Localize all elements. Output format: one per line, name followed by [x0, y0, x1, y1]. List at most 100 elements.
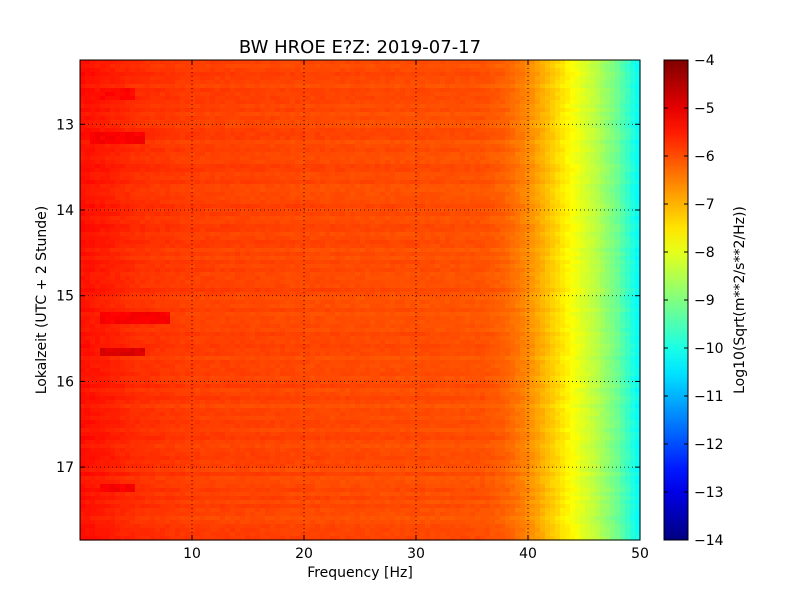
heatmap-cell [400, 168, 406, 173]
heatmap-cell [265, 148, 271, 153]
heatmap-cell [595, 116, 601, 121]
heatmap-cell [335, 72, 341, 77]
heatmap-cell [230, 108, 236, 113]
heatmap-cell [530, 216, 536, 221]
heatmap-cell [435, 184, 441, 189]
heatmap-cell [120, 160, 126, 165]
heatmap-cell [410, 60, 416, 65]
heatmap-cell [380, 204, 386, 209]
heatmap-cell [95, 220, 101, 225]
heatmap-cell [515, 104, 521, 109]
heatmap-cell [465, 152, 471, 157]
heatmap-cell [325, 200, 331, 205]
heatmap-cell [110, 132, 116, 137]
heatmap-cell [590, 88, 596, 93]
heatmap-cell [290, 144, 296, 149]
heatmap-cell [105, 60, 111, 65]
heatmap-cell [515, 72, 521, 77]
heatmap-cell [420, 160, 426, 165]
heatmap-cell [520, 64, 526, 69]
heatmap-cell [320, 80, 326, 85]
heatmap-cell [210, 192, 216, 197]
heatmap-cell [545, 216, 551, 221]
heatmap-cell [570, 160, 576, 165]
heatmap-cell [210, 220, 216, 225]
heatmap-cell [170, 164, 176, 169]
heatmap-cell [380, 140, 386, 145]
heatmap-cell [145, 112, 151, 117]
heatmap-cell [200, 112, 206, 117]
heatmap-cell [140, 232, 146, 237]
heatmap-cell [605, 144, 611, 149]
heatmap-cell [320, 164, 326, 169]
heatmap-cell [95, 200, 101, 205]
heatmap-cell [290, 148, 296, 153]
heatmap-cell [335, 80, 341, 85]
heatmap-cell [95, 160, 101, 165]
heatmap-cell [375, 212, 381, 217]
heatmap-cell [100, 92, 106, 97]
heatmap-cell [320, 116, 326, 121]
heatmap-cell [380, 216, 386, 221]
heatmap-cell [260, 224, 266, 229]
heatmap-cell [295, 168, 301, 173]
heatmap-cell [290, 136, 296, 141]
heatmap-cell [565, 184, 571, 189]
heatmap-cell [190, 160, 196, 165]
heatmap-cell [195, 68, 201, 73]
heatmap-cell [275, 152, 281, 157]
heatmap-cell [555, 92, 561, 97]
heatmap-cell [450, 148, 456, 153]
heatmap-cell [170, 60, 176, 65]
heatmap-cell [540, 172, 546, 177]
heatmap-cell [325, 112, 331, 117]
heatmap-cell [540, 228, 546, 233]
heatmap-cell [520, 184, 526, 189]
heatmap-cell [635, 216, 641, 221]
heatmap-cell [505, 96, 511, 101]
heatmap-cell [190, 192, 196, 197]
heatmap-cell [155, 172, 161, 177]
heatmap-cell [600, 80, 606, 85]
heatmap-cell [315, 120, 321, 125]
heatmap-cell [445, 188, 451, 193]
heatmap-cell [285, 100, 291, 105]
heatmap-cell [495, 64, 501, 69]
heatmap-cell [445, 180, 451, 185]
heatmap-cell [385, 204, 391, 209]
heatmap-cell [330, 72, 336, 77]
heatmap-cell [590, 228, 596, 233]
heatmap-cell [425, 76, 431, 81]
heatmap-cell [540, 140, 546, 145]
heatmap-cell [445, 212, 451, 217]
heatmap-cell [500, 164, 506, 169]
heatmap-cell [370, 128, 376, 133]
heatmap-cell [170, 188, 176, 193]
heatmap-cell [90, 232, 96, 237]
heatmap-cell [130, 196, 136, 201]
heatmap-cell [80, 168, 86, 173]
heatmap-cell [490, 116, 496, 121]
heatmap-cell [505, 148, 511, 153]
heatmap-cell [305, 208, 311, 213]
heatmap-cell [480, 204, 486, 209]
heatmap-cell [300, 80, 306, 85]
heatmap-cell [235, 212, 241, 217]
heatmap-cell [160, 96, 166, 101]
heatmap-cell [110, 144, 116, 149]
heatmap-cell [355, 112, 361, 117]
heatmap-cell [475, 112, 481, 117]
heatmap-cell [365, 120, 371, 125]
heatmap-cell [255, 228, 261, 233]
heatmap-cell [370, 140, 376, 145]
heatmap-cell [285, 124, 291, 129]
heatmap-cell [550, 120, 556, 125]
heatmap-cell [345, 136, 351, 141]
heatmap-cell [535, 204, 541, 209]
heatmap-cell [120, 220, 126, 225]
heatmap-cell [580, 148, 586, 153]
heatmap-cell [225, 100, 231, 105]
heatmap-cell [355, 144, 361, 149]
heatmap-cell [125, 124, 131, 129]
heatmap-cell [170, 72, 176, 77]
